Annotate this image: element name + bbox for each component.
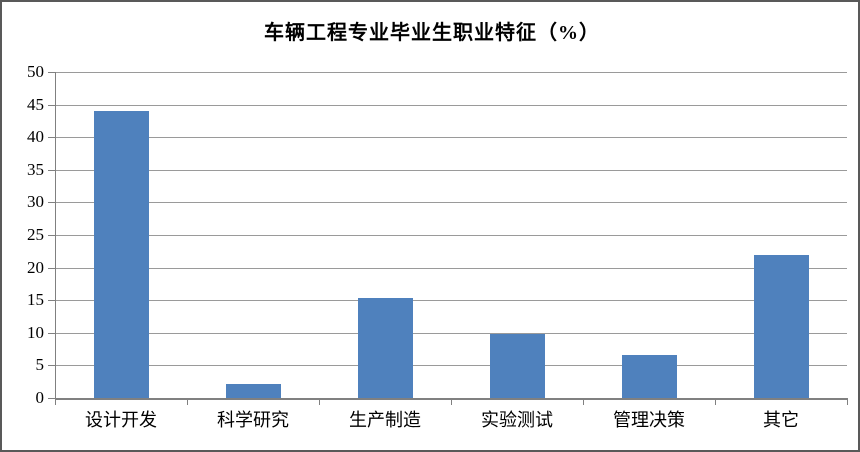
y-axis-tick-label: 50 xyxy=(27,62,44,81)
gridline xyxy=(55,235,847,236)
gridline xyxy=(55,137,847,139)
x-axis-tick xyxy=(583,399,584,405)
gridline xyxy=(55,72,847,73)
bar-4 xyxy=(489,334,545,398)
gridline xyxy=(55,332,847,334)
x-axis-tick xyxy=(55,399,56,405)
y-axis-tick-label: 15 xyxy=(27,290,44,310)
y-axis-tick-label: 20 xyxy=(27,257,44,277)
gridline xyxy=(55,202,847,204)
y-axis-tick-label: 10 xyxy=(27,322,44,342)
y-axis-tick xyxy=(48,137,55,139)
x-axis-category-label: 设计开发 xyxy=(85,410,157,430)
bar-2 xyxy=(225,383,281,398)
y-axis-line xyxy=(55,72,56,399)
y-axis-tick xyxy=(48,202,55,204)
x-axis-category-label: 管理决策 xyxy=(613,410,685,430)
chart-title: 车辆工程专业毕业生职业特征（%） xyxy=(264,22,600,44)
y-axis-tick-label: 25 xyxy=(27,225,44,244)
gridline xyxy=(55,267,847,269)
y-axis-tick xyxy=(48,267,55,269)
y-axis-tick xyxy=(48,169,55,171)
x-axis-category-label: 科学研究 xyxy=(217,410,289,430)
y-axis-tick xyxy=(48,365,55,367)
gridline xyxy=(55,365,847,367)
x-axis-tick xyxy=(187,399,188,405)
y-axis-tick xyxy=(48,300,55,302)
gridline xyxy=(55,169,847,171)
plot-area xyxy=(55,72,847,398)
x-axis-tick xyxy=(847,399,848,405)
y-axis-tick-label: 45 xyxy=(27,94,44,114)
x-axis-category-label: 生产制造 xyxy=(349,410,421,430)
y-axis-tick-label: 5 xyxy=(35,355,45,375)
y-axis-tick-label: 40 xyxy=(27,127,44,147)
y-axis-tick xyxy=(48,235,55,236)
y-axis-tick-label: 35 xyxy=(27,159,44,179)
y-axis-tick xyxy=(48,72,55,73)
gridline xyxy=(55,104,847,106)
bar-3 xyxy=(357,297,413,398)
x-axis-tick xyxy=(715,399,716,405)
bar-5 xyxy=(621,354,677,398)
bar-1 xyxy=(93,111,149,398)
x-axis-tick xyxy=(451,399,452,405)
gridline xyxy=(55,300,847,302)
bar-6 xyxy=(753,254,809,398)
y-axis-tick-label: 0 xyxy=(35,388,45,407)
x-axis-category-label: 其它 xyxy=(763,410,799,430)
y-axis-tick xyxy=(48,398,55,399)
x-axis-category-label: 实验测试 xyxy=(481,410,553,430)
y-axis-tick-label: 30 xyxy=(27,192,44,212)
y-axis-tick xyxy=(48,104,55,106)
y-axis-tick xyxy=(48,332,55,334)
x-axis-tick xyxy=(319,399,320,405)
